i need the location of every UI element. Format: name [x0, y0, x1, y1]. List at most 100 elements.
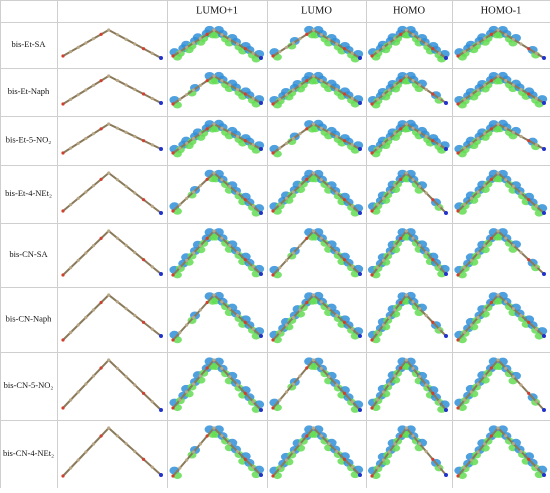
atom: [133, 313, 137, 318]
atom: [437, 96, 442, 101]
atom: [251, 51, 255, 55]
atom: [342, 391, 347, 395]
atom: [342, 320, 347, 324]
atom: [107, 426, 111, 430]
atom: [376, 97, 380, 101]
atom: [107, 293, 111, 297]
atom: [185, 93, 189, 97]
atom: [418, 442, 422, 446]
atom: [319, 366, 323, 370]
atom: [511, 37, 515, 41]
atom: [133, 134, 137, 139]
orbital-image: [269, 25, 364, 63]
atom: [84, 251, 88, 255]
atom: [358, 272, 362, 276]
atom: [243, 457, 247, 461]
atom: [476, 190, 480, 194]
atom: [185, 258, 189, 262]
molecule-structure: [61, 358, 163, 412]
atom: [483, 374, 487, 378]
atom: [76, 93, 80, 97]
atom: [370, 338, 374, 342]
atom: [124, 243, 128, 247]
row-label: bis-CN-SA: [9, 249, 48, 259]
atom: [251, 265, 255, 269]
atom: [99, 32, 103, 36]
atom: [376, 330, 380, 335]
atom: [235, 250, 240, 255]
atom: [376, 146, 380, 150]
atom: [185, 390, 189, 394]
atom: [542, 334, 546, 338]
atom: [456, 406, 460, 410]
atom: [291, 251, 295, 255]
atom: [387, 382, 391, 386]
atom: [463, 50, 467, 54]
atom: [251, 400, 255, 404]
atom: [278, 398, 282, 402]
atom: [76, 390, 80, 394]
atom: [476, 136, 480, 141]
atom: [298, 83, 302, 87]
atom: [519, 449, 523, 454]
atom: [431, 258, 435, 262]
atom: [527, 47, 531, 51]
orbital-image: [367, 71, 448, 109]
molecule-structure: [61, 74, 163, 106]
table-texts: LUMO+1 LUMO HOMO HOMO-1 bis-Et-SA bis-Et-Naph…: [3, 5, 521, 458]
atom: [342, 198, 347, 202]
atom: [437, 51, 442, 55]
atom: [235, 191, 240, 195]
atom: [311, 229, 316, 233]
atom: [243, 320, 247, 324]
atom: [107, 122, 111, 126]
atom: [124, 83, 128, 87]
atom: [212, 229, 216, 233]
atom: [424, 449, 428, 454]
atom: [335, 313, 339, 318]
atom: [84, 190, 88, 194]
orbital-image: [269, 169, 364, 217]
atom: [327, 375, 331, 379]
atom: [220, 300, 224, 304]
atom: [311, 74, 316, 78]
atom: [159, 147, 163, 151]
row-label: bis-Et-5-NO₂: [6, 134, 51, 144]
atom: [527, 391, 531, 395]
atom: [496, 358, 500, 362]
atom: [511, 130, 515, 134]
orbital-image: [454, 357, 546, 412]
orbital-image: [169, 357, 265, 413]
atom: [418, 184, 422, 188]
column-header: LUMO: [301, 5, 332, 16]
atom: [69, 97, 73, 101]
atom: [387, 136, 391, 141]
atom: [271, 209, 275, 213]
atom: [76, 141, 80, 145]
atom: [342, 258, 347, 262]
atom: [99, 366, 103, 370]
atom: [278, 146, 282, 150]
atom: [171, 406, 175, 410]
atom: [411, 366, 415, 370]
atom: [84, 315, 88, 320]
atom: [335, 42, 339, 46]
atom: [305, 32, 309, 36]
atom: [69, 50, 73, 54]
atom: [342, 139, 347, 143]
atom: [527, 198, 531, 202]
atom: [150, 400, 154, 404]
atom: [483, 442, 487, 446]
atom: [284, 93, 289, 97]
atom: [489, 177, 493, 181]
atom: [115, 236, 120, 240]
atom: [504, 78, 508, 83]
atom: [198, 132, 202, 136]
atom: [141, 139, 146, 143]
atom: [220, 236, 224, 240]
atom: [411, 434, 415, 438]
atom: [284, 45, 289, 49]
atom: [61, 406, 65, 410]
orbital-image: [367, 25, 450, 63]
